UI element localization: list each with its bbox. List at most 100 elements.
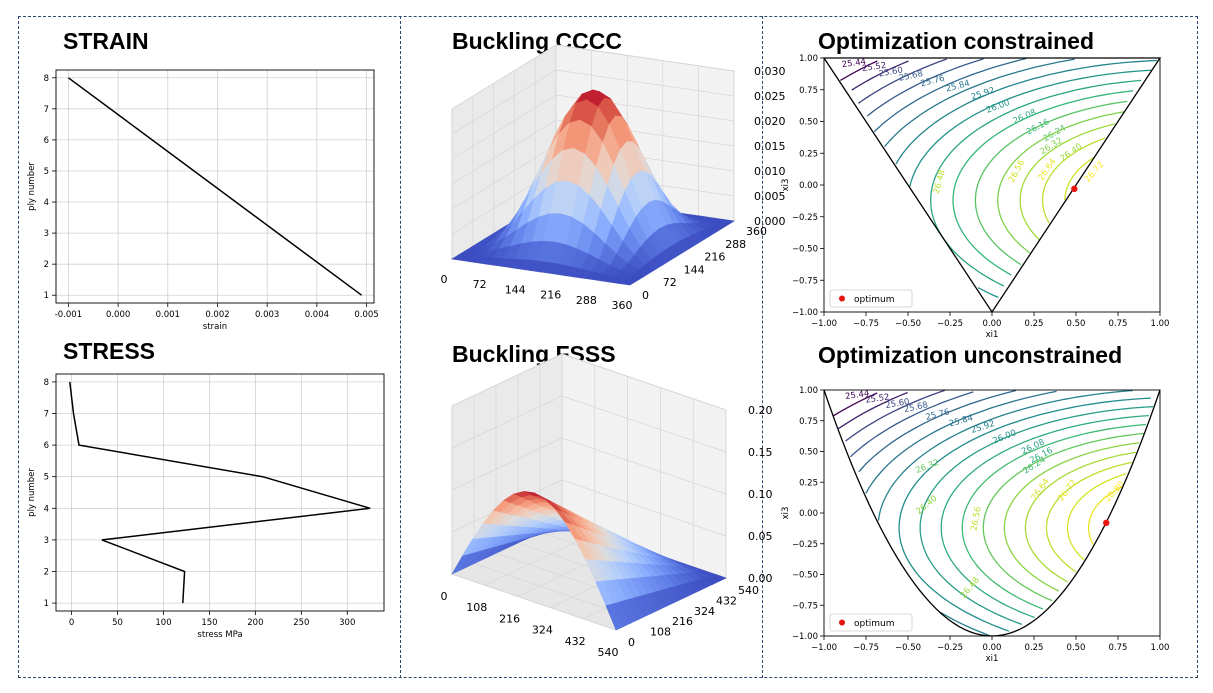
y-tick-label: 6	[44, 441, 49, 451]
buckling-fsss-surface: 010821632443254001082163244325400.000.05…	[441, 353, 773, 659]
pane-gridline	[451, 94, 557, 160]
plot-frame	[823, 389, 1161, 637]
x-axis-label: xi1	[986, 654, 999, 664]
x-tick-label: 200	[247, 618, 263, 628]
y-tick-label: 3	[44, 536, 49, 546]
legend-box	[829, 289, 913, 308]
x-tick-label: 0.00	[983, 643, 1002, 653]
x-tick-label: 0.75	[1109, 319, 1128, 329]
pane-gridline	[451, 573, 617, 631]
x-tick-label: 0.003	[255, 310, 279, 320]
x-tick-label: 108	[466, 601, 487, 614]
contour-line	[982, 432, 1145, 602]
y-tick-label: 0.50	[799, 448, 818, 458]
opt-constrained-contour: −1.00 −0.75 −0.50 −0.25 0.00 0.25 0.50 0.75 1.00…	[781, 54, 1170, 340]
y-tick-label: 2	[44, 568, 49, 578]
x-tick-label: 0	[441, 273, 448, 286]
x-tick-label: 0.75	[1109, 643, 1128, 653]
contour-line	[1024, 451, 1137, 583]
x-tick-label: 50	[112, 618, 123, 628]
pane-gridline	[451, 69, 557, 135]
contour-line	[858, 389, 1017, 473]
y-tick-label: 216	[704, 251, 725, 264]
x-tick-label: 216	[540, 289, 561, 302]
y-tick-label: 72	[663, 276, 677, 289]
x-tick-label: 144	[505, 283, 526, 296]
x-tick-label: 0.00	[983, 319, 1002, 329]
optimum-marker	[1071, 185, 1078, 193]
x-axis-label: stress MPa	[197, 630, 242, 640]
contour-line	[865, 390, 1057, 494]
x-tick-label: 0.25	[1025, 319, 1044, 329]
data-line	[69, 381, 371, 604]
stress-title: STRESS	[63, 338, 156, 364]
pane-gridline	[555, 69, 735, 97]
y-tick-label: 0.50	[799, 118, 818, 128]
x-tick-label: 300	[339, 618, 355, 628]
x-tick-label: 0	[69, 618, 74, 628]
x-tick-label: 1.00	[1151, 319, 1170, 329]
plot-frame	[823, 57, 1161, 313]
figure-frame	[18, 16, 1198, 678]
contour-line	[919, 406, 1154, 626]
contour-line	[997, 111, 1124, 254]
x-tick-label: -0.001	[55, 310, 82, 320]
legend-marker	[839, 619, 845, 626]
strain-chart: -0.001 0.000 0.001 0.002 0.003 0.004 0.005 1 2 3 4…	[27, 69, 379, 332]
y-tick-label: 108	[650, 626, 671, 639]
pane-gridline	[561, 395, 727, 453]
contour-line	[940, 414, 1150, 619]
contour-line	[851, 60, 909, 91]
y-tick-label: 1.00	[799, 386, 818, 396]
z-tick-label: 0.020	[754, 115, 786, 128]
contour-line	[873, 57, 1027, 133]
contour-label: 25.68	[898, 69, 924, 84]
x-tick-label: 0.002	[205, 310, 229, 320]
pane-gridline	[561, 479, 727, 537]
opt-unconstrained-title: Optimization unconstrained	[818, 342, 1123, 368]
pane-gridline	[451, 144, 557, 210]
legend-box	[829, 613, 913, 632]
z-tick-label: 0.015	[754, 140, 786, 153]
contour-line	[974, 100, 1128, 266]
y-tick-label: −0.75	[792, 276, 818, 286]
z-tick-label: 0.15	[748, 446, 773, 459]
x-tick-label: 250	[293, 618, 309, 628]
data-line	[67, 77, 363, 296]
pane-gridline	[451, 395, 563, 449]
x-tick-label: −0.25	[937, 643, 963, 653]
contour-line	[895, 59, 1158, 165]
contour-label: 25.60	[885, 397, 911, 411]
x-axis-label: strain	[203, 322, 227, 332]
y-tick-label: 324	[694, 605, 715, 618]
y-tick-label: 1	[44, 291, 49, 301]
contour-line	[877, 389, 1133, 521]
y-tick-label: 0.75	[799, 86, 818, 96]
contour-line	[1045, 461, 1133, 573]
y-tick-label: 2	[44, 260, 49, 270]
contour-label: 25.52	[861, 61, 886, 74]
y-tick-label: 5	[44, 473, 49, 483]
contour-label: 26.40	[914, 494, 939, 517]
z-tick-label: 0.10	[748, 488, 773, 501]
pane-gridline	[451, 44, 557, 110]
contour-line	[940, 611, 991, 637]
y-tick-label: 8	[44, 378, 49, 388]
y-tick-label: −0.75	[792, 601, 818, 611]
contour-line	[839, 60, 878, 81]
x-tick-label: 1.00	[1151, 643, 1170, 653]
z-tick-label: 0.000	[754, 215, 786, 228]
contour-label: 26.48	[932, 169, 948, 195]
contour-line	[833, 392, 878, 417]
plot-frame	[55, 373, 385, 612]
y-tick-label: 0.25	[799, 149, 818, 159]
contour-line	[1003, 442, 1140, 592]
y-tick-label: 0	[628, 636, 635, 649]
x-tick-label: −1.00	[811, 319, 837, 329]
x-tick-label: 0.001	[156, 310, 180, 320]
contour-label: 25.92	[970, 86, 996, 103]
pane-gridline	[561, 437, 727, 495]
y-tick-label: 0	[642, 289, 649, 302]
x-tick-label: 288	[576, 294, 597, 307]
contour-label: 25.44	[845, 389, 870, 402]
